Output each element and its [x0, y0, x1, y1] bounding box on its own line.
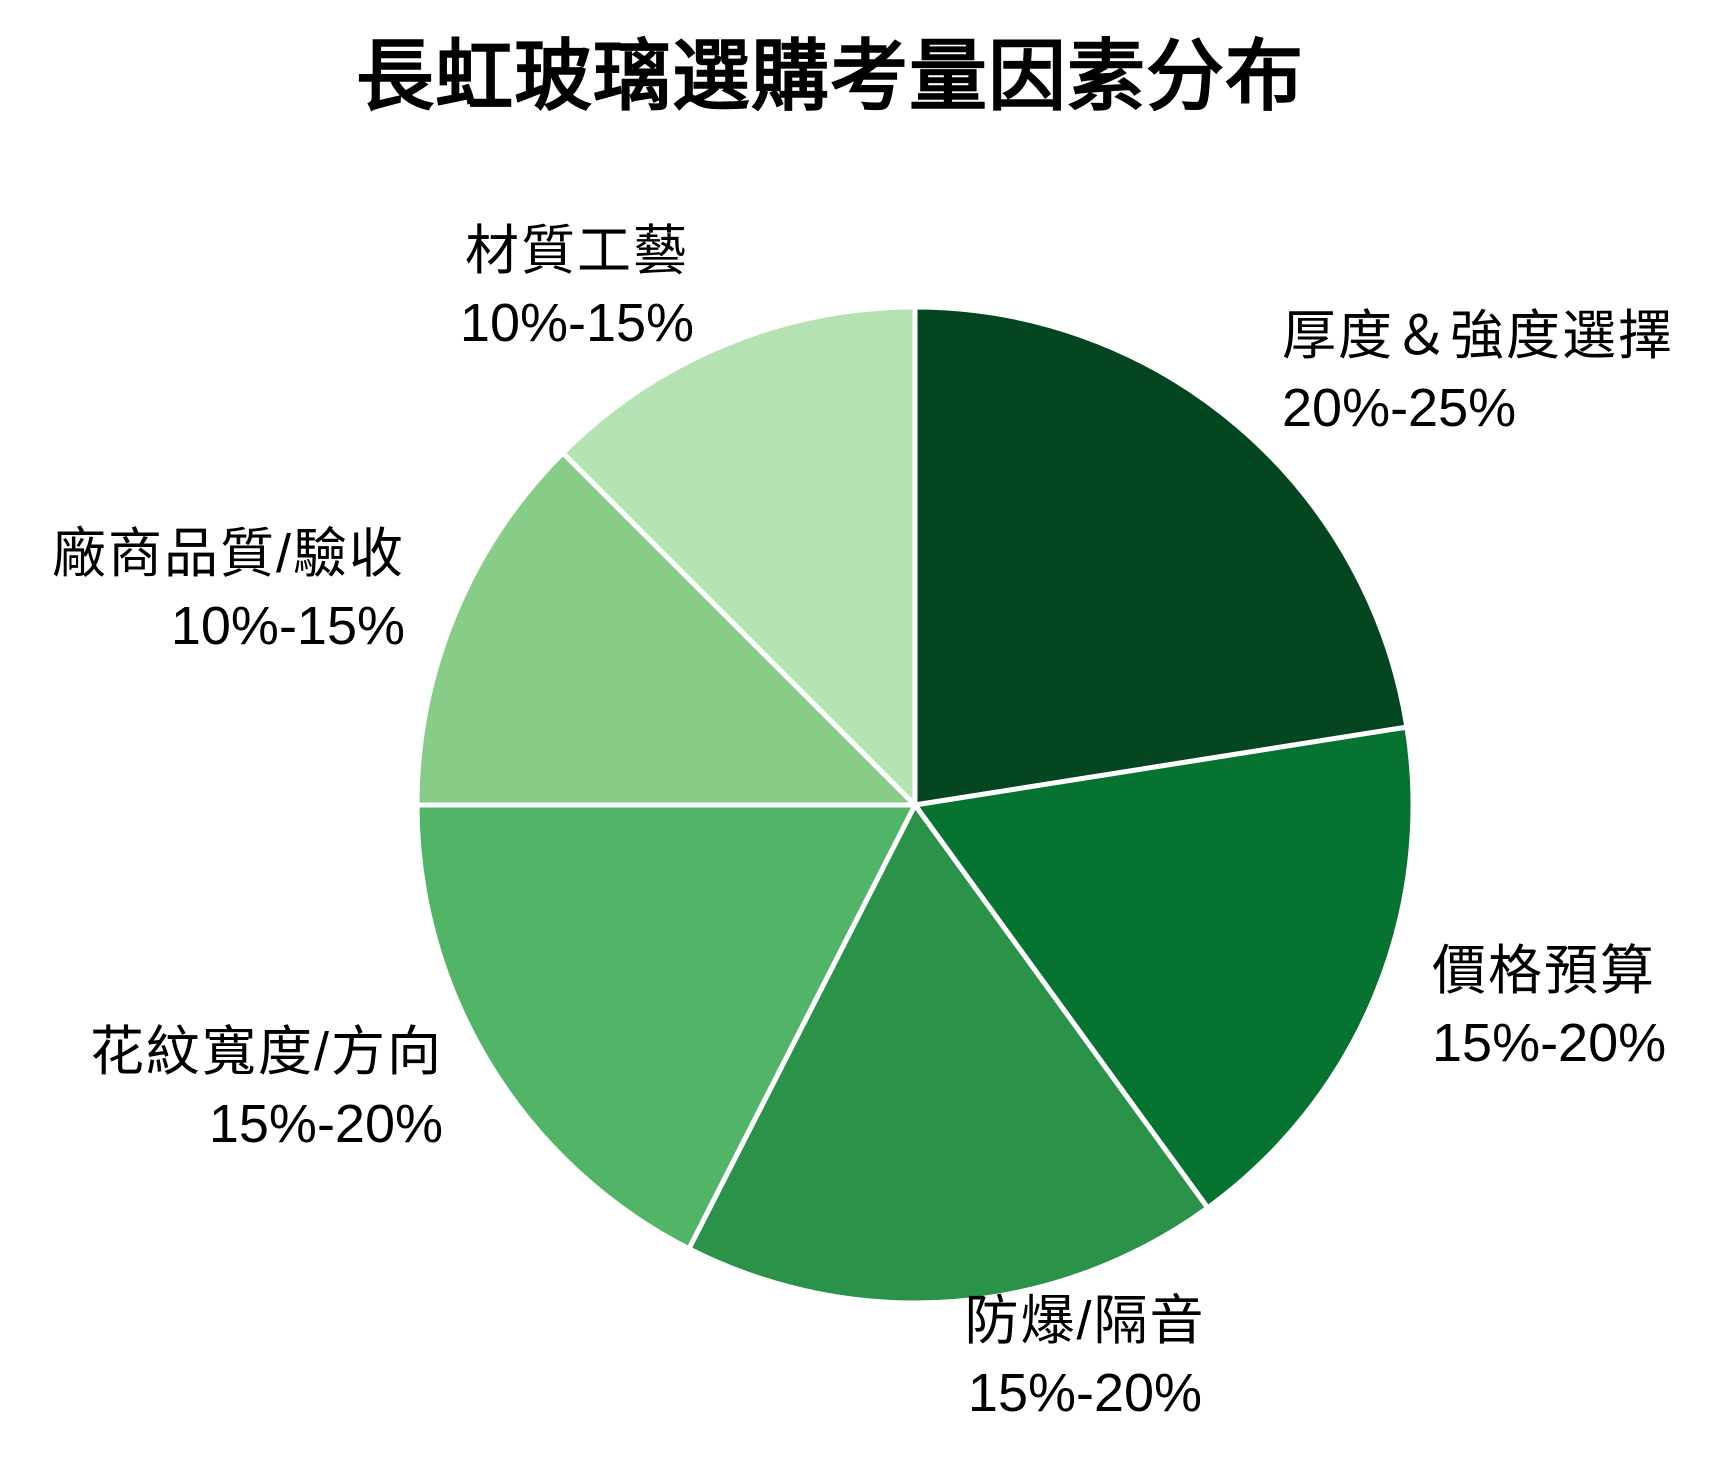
slice-label-text: 價格預算 [1432, 941, 1656, 1001]
slice-label-range: 10%-15% [170, 596, 405, 656]
slice-label-price-budget: 價格預算 15%-20% [1432, 935, 1666, 1079]
slice-label-vendor-quality-acceptance: 廠商品質/驗收 10%-15% [52, 518, 405, 662]
slice-label-text: 廠商品質/驗收 [51, 524, 405, 584]
slice-label-range: 15%-20% [967, 1363, 1203, 1423]
slice-label-range: 20%-25% [1282, 378, 1517, 438]
pie-slice-2 [686, 802, 1211, 1306]
pie-slice-0 [912, 304, 1410, 808]
slice-label-text: 防爆/隔音 [964, 1291, 1206, 1351]
pie-slice-4 [414, 450, 918, 808]
pie-slice-5 [560, 304, 918, 808]
slice-label-range: 15%-20% [1432, 1013, 1667, 1073]
pie-slice-3 [414, 802, 918, 1252]
slice-label-range: 10%-15% [459, 293, 695, 353]
chart-title: 長虹玻璃選購考量因素分布 [355, 32, 1304, 120]
slice-label-shatterproof-soundproof: 防爆/隔音 15%-20% [860, 1285, 1310, 1429]
pie-slice-1 [912, 724, 1416, 1211]
pie-slices [414, 304, 1416, 1306]
slice-label-thickness-strength: 厚度＆強度選擇 20%-25% [1282, 300, 1674, 444]
slice-label-text: 花紋寬度/方向 [89, 1022, 443, 1082]
slice-label-material-craftsmanship: 材質工藝 10%-15% [377, 215, 777, 359]
slice-label-text: 材質工藝 [465, 221, 689, 281]
slice-label-text: 厚度＆強度選擇 [1282, 306, 1674, 366]
slice-label-pattern-width-direction: 花紋寬度/方向 15%-20% [90, 1016, 443, 1160]
slice-label-range: 15%-20% [208, 1094, 443, 1154]
